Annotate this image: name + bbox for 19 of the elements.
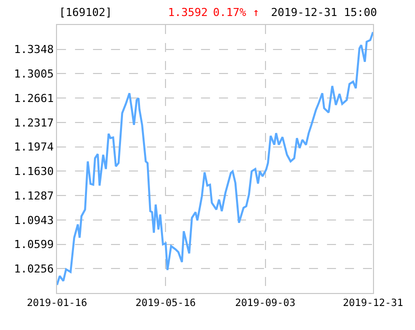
x-tick-label: 2019-12-31	[342, 298, 404, 309]
chart-title: [169102]	[59, 6, 112, 19]
y-tick-label: 1.3005	[14, 68, 54, 81]
y-tick-label: 1.1630	[14, 165, 54, 178]
x-tick-label: 2019-05-16	[136, 298, 196, 309]
text: 2019-12-31 15:00	[271, 6, 377, 19]
x-tick-label: 2019-01-16	[26, 298, 88, 309]
x-tick-label: 2019-09-03	[235, 298, 296, 309]
y-tick-label: 1.0256	[14, 262, 54, 276]
text: 0.17% ↑	[213, 6, 260, 19]
y-tick-label: 1.2317	[14, 116, 54, 130]
y-tick-label: 1.0943	[14, 214, 54, 227]
line-series	[57, 31, 373, 286]
y-tick-label: 1.1287	[14, 189, 54, 202]
y-tick-label: 1.2661	[14, 92, 54, 105]
y-tick-label: 1.0599	[14, 238, 54, 252]
y-tick-label: 1.1974	[14, 140, 54, 154]
y-tick-label: 1.3348	[14, 43, 54, 56]
text: 1.3592	[168, 6, 208, 19]
